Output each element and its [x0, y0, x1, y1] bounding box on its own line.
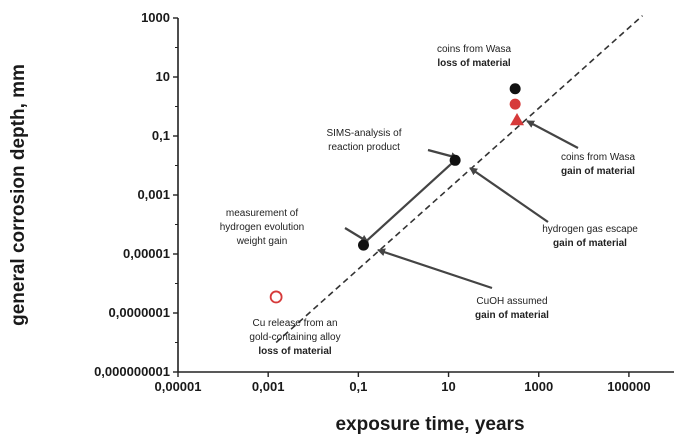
arrow-cuoh — [377, 248, 493, 290]
y-tick-label: 0,00001 — [123, 246, 170, 261]
arrow-wasa-gain — [526, 120, 579, 149]
x-tick-label: 0,1 — [349, 379, 367, 394]
annotation-hydrogen-escape-line: gain of material — [553, 238, 627, 249]
y-tick-label: 10 — [156, 69, 170, 84]
annotation-sims-anno-line: SIMS-analysis of — [326, 128, 401, 139]
annotation-cuoh-anno-line: gain of material — [475, 310, 549, 321]
data-points — [269, 83, 525, 304]
trend-lines — [275, 15, 644, 344]
annotation-cu-release-anno-line: loss of material — [258, 346, 332, 357]
annotation-hydrogen-meas-line: measurement of — [226, 208, 298, 219]
x-tick-label: 1000 — [524, 379, 553, 394]
annotation-hydrogen-escape-line: hydrogen gas escape — [542, 224, 638, 235]
point-coins-gain-2 — [510, 112, 525, 126]
solid-segment — [361, 159, 456, 246]
arrow-hydrogen-escape — [469, 167, 549, 223]
x-tick-label: 10 — [441, 379, 455, 394]
y-ticks: 0,000000001 0,0000001 0,00001 0,001 0,1 10 100… — [94, 10, 178, 379]
point-sims — [449, 154, 461, 166]
annotations: coins from Wasa loss of material SIMS-anal… — [220, 44, 639, 357]
y-tick-label: 1000 — [141, 10, 170, 25]
y-axis-title: general corrosion depth, mm — [8, 64, 29, 326]
x-tick-label: 0,001 — [252, 379, 285, 394]
x-axis-title: exposure time, years — [335, 414, 524, 435]
annotation-hydrogen-meas-line: hydrogen evolution — [220, 222, 305, 233]
annotation-cuoh-anno-line: CuOH assumed — [476, 296, 547, 307]
annotation-wasa-gain-line: gain of material — [561, 166, 635, 177]
annotation-hydrogen-meas-line: weight gain — [236, 236, 288, 247]
x-ticks: 0,00001 0,001 0,1 10 1000 100000 — [155, 372, 651, 394]
y-tick-label: 0,000000001 — [94, 364, 170, 379]
annotation-cu-release-anno-line: Cu release from an — [252, 318, 337, 329]
y-tick-label: 0,1 — [152, 128, 170, 143]
point-cuoh — [358, 239, 370, 251]
point-coins-gain-1 — [509, 98, 521, 110]
annotation-wasa-loss-line: loss of material — [437, 58, 511, 69]
y-tick-label: 0,001 — [137, 187, 170, 202]
x-tick-label: 0,00001 — [155, 379, 202, 394]
annotation-sims-anno-line: reaction product — [328, 142, 400, 153]
annotation-arrows — [344, 120, 579, 290]
dashed-trend-line — [275, 15, 644, 344]
point-cu-release — [269, 290, 283, 304]
annotation-wasa-gain-line: coins from Wasa — [561, 152, 636, 163]
x-tick-label: 100000 — [607, 379, 650, 394]
annotation-cu-release-anno-line: gold-containing alloy — [249, 332, 340, 343]
point-coins-loss — [509, 83, 521, 95]
annotation-wasa-loss-line: coins from Wasa — [437, 44, 512, 55]
y-tick-label: 0,0000001 — [109, 305, 170, 320]
